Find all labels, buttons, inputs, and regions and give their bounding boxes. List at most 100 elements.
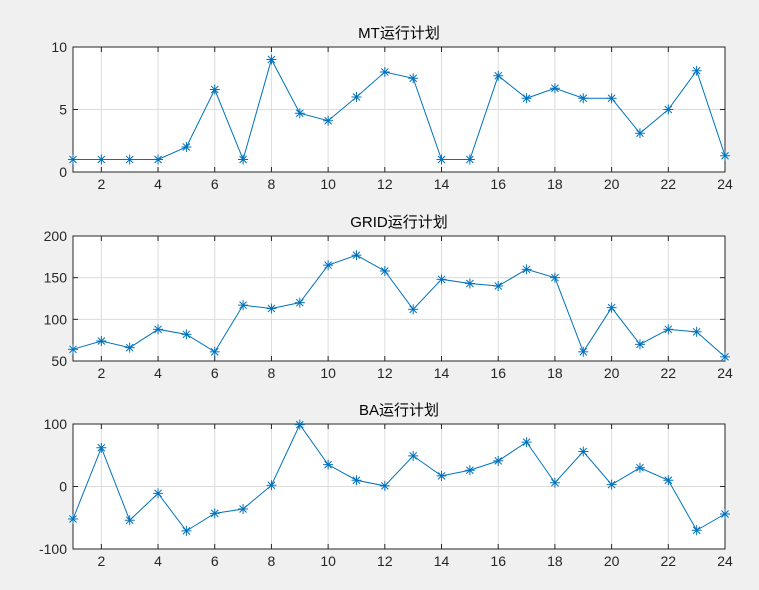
grid-data-point bbox=[549, 272, 560, 283]
mt-x-tick-label: 20 bbox=[604, 176, 620, 192]
grid-data-point bbox=[153, 324, 164, 335]
grid-data-point bbox=[68, 344, 78, 355]
mt-data-point bbox=[436, 154, 447, 165]
ba-data-point bbox=[379, 480, 390, 491]
grid-y-tick-label: 50 bbox=[51, 353, 67, 369]
ba-x-tick-label: 24 bbox=[717, 553, 733, 569]
ba-data-point bbox=[691, 525, 702, 536]
mt-x-tick-label: 4 bbox=[154, 176, 162, 192]
grid-data-point bbox=[124, 342, 135, 353]
ba-data-point bbox=[663, 475, 674, 486]
grid-plot-area bbox=[73, 236, 725, 361]
ba-data-point bbox=[436, 470, 447, 481]
ba-x-tick-label: 2 bbox=[97, 553, 105, 569]
ba-y-tick-label: -100 bbox=[39, 541, 67, 557]
grid-x-tick-label: 12 bbox=[377, 365, 393, 381]
grid-x-tick-label: 8 bbox=[268, 365, 276, 381]
mt-y-tick-label: 5 bbox=[59, 102, 67, 118]
ba-data-point bbox=[68, 514, 78, 524]
mt-y-tick-label: 10 bbox=[51, 39, 67, 55]
ba-x-tick-label: 8 bbox=[268, 553, 276, 569]
mt-data-point bbox=[238, 154, 249, 165]
grid-data-point bbox=[493, 281, 504, 291]
mt-x-tick-label: 22 bbox=[661, 176, 677, 192]
grid-x-tick-label: 18 bbox=[547, 365, 563, 381]
grid-data-point bbox=[238, 300, 249, 311]
ba-data-point bbox=[464, 465, 475, 476]
grid-data-point bbox=[663, 324, 674, 335]
grid-data-point bbox=[379, 266, 390, 276]
mt-data-point bbox=[521, 93, 532, 104]
mt-data-point bbox=[493, 70, 504, 81]
grid-data-point bbox=[436, 274, 447, 285]
grid-data-point bbox=[464, 278, 475, 289]
mt-chart-title: MT运行计划 bbox=[358, 25, 440, 42]
grid-data-point bbox=[266, 303, 277, 314]
mt-data-point bbox=[464, 154, 475, 165]
grid-data-point bbox=[181, 329, 192, 340]
ba-data-point bbox=[351, 475, 362, 486]
ba-x-tick-label: 22 bbox=[661, 553, 677, 569]
ba-chart-title: BA运行计划 bbox=[359, 402, 439, 419]
ba-x-tick-label: 6 bbox=[211, 553, 219, 569]
ba-x-tick-label: 4 bbox=[154, 553, 162, 569]
grid-x-tick-label: 14 bbox=[434, 365, 450, 381]
grid-data-point bbox=[351, 250, 362, 261]
grid-chart-title: GRID运行计划 bbox=[350, 214, 448, 231]
mt-data-point bbox=[266, 54, 277, 65]
mt-x-tick-label: 18 bbox=[547, 176, 563, 192]
mt-data-point bbox=[578, 93, 589, 104]
ba-data-point bbox=[549, 477, 560, 488]
mt-data-point bbox=[379, 67, 390, 77]
ba-x-tick-label: 14 bbox=[434, 553, 450, 569]
ba-data-point bbox=[408, 450, 419, 461]
grid-data-point bbox=[323, 260, 334, 271]
ba-data-point bbox=[209, 508, 220, 519]
ba-data-point bbox=[238, 504, 249, 514]
grid-x-tick-label: 6 bbox=[211, 365, 219, 381]
mt-y-tick-label: 0 bbox=[59, 164, 67, 180]
grid-data-point bbox=[209, 346, 220, 357]
mt-data-point bbox=[606, 93, 617, 104]
ba-series-line bbox=[72, 423, 726, 532]
ba-x-tick-label: 10 bbox=[320, 553, 336, 569]
mt-data-point bbox=[408, 73, 419, 84]
grid-x-tick-label: 24 bbox=[717, 365, 733, 381]
grid-data-point bbox=[634, 339, 645, 350]
ba-data-point bbox=[720, 509, 730, 519]
mt-x-tick-label: 16 bbox=[490, 176, 506, 192]
mt-x-tick-label: 14 bbox=[434, 176, 450, 192]
mt-x-tick-label: 12 bbox=[377, 176, 393, 192]
mt-series-line bbox=[73, 58, 726, 162]
grid-y-tick-label: 150 bbox=[44, 270, 68, 286]
grid-y-tick-label: 100 bbox=[44, 311, 68, 327]
ba-x-tick-label: 18 bbox=[547, 553, 563, 569]
ba-data-point bbox=[606, 479, 617, 490]
grid-x-tick-label: 4 bbox=[154, 365, 162, 381]
mt-data-point bbox=[691, 65, 702, 76]
grid-data-point bbox=[294, 297, 305, 308]
mt-data-point bbox=[663, 104, 674, 115]
mt-data-point bbox=[181, 142, 192, 152]
grid-data-point bbox=[578, 346, 589, 357]
mt-data-point bbox=[124, 154, 135, 165]
ba-x-tick-label: 20 bbox=[604, 553, 620, 569]
mt-data-point bbox=[96, 154, 107, 165]
mt-x-tick-label: 24 bbox=[717, 176, 733, 192]
ba-data-point bbox=[294, 419, 305, 430]
mt-data-point bbox=[351, 92, 362, 102]
grid-x-tick-label: 20 bbox=[604, 365, 620, 381]
mt-x-tick-label: 10 bbox=[320, 176, 336, 192]
ba-data-point bbox=[521, 437, 532, 448]
ba-data-point bbox=[96, 442, 107, 453]
grid-axes-box bbox=[72, 235, 726, 362]
ba-x-tick-label: 12 bbox=[377, 553, 393, 569]
grid-data-point bbox=[96, 336, 107, 346]
ba-y-tick-label: 0 bbox=[59, 479, 67, 495]
ba-data-point bbox=[181, 525, 192, 536]
grid-series-line bbox=[72, 254, 726, 358]
ba-data-point bbox=[153, 488, 164, 499]
